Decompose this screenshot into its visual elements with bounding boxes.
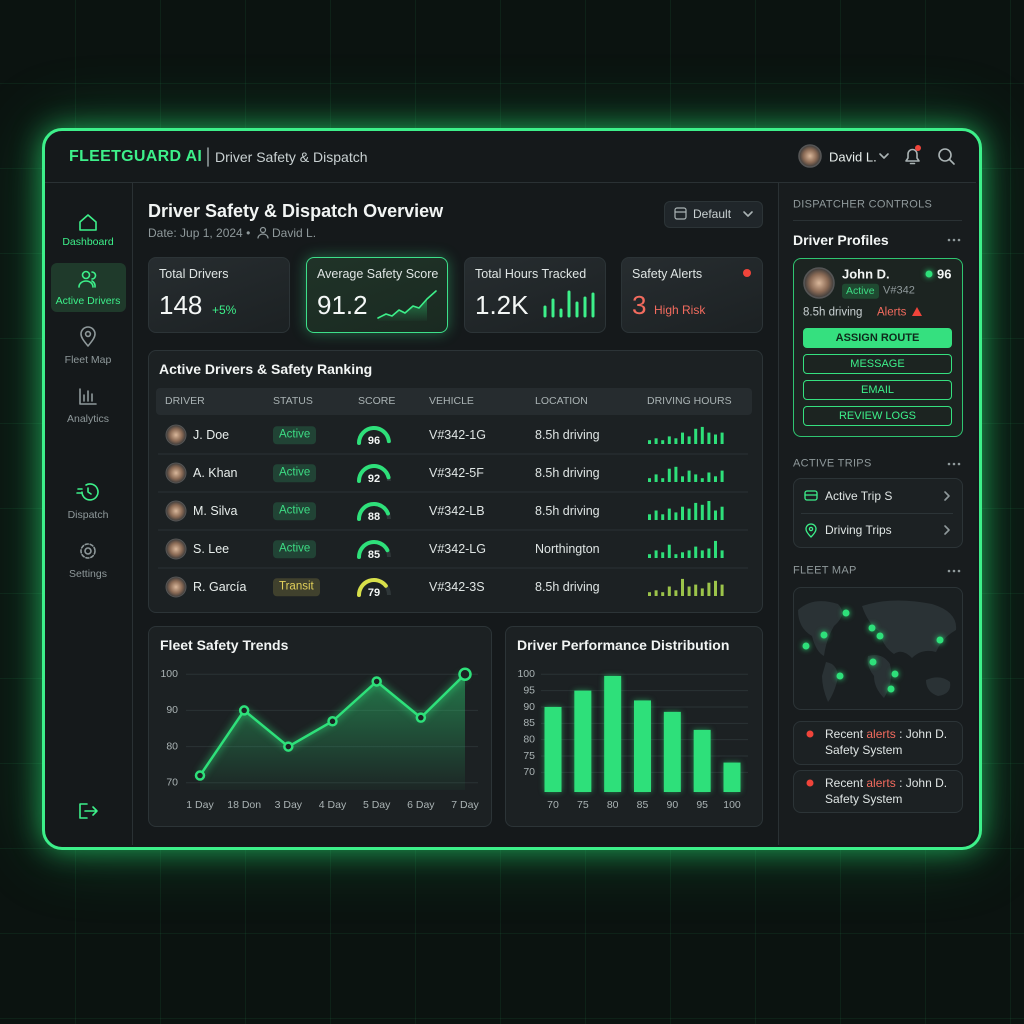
panel-heading: DISPATCHER CONTROLS [793, 198, 933, 211]
nav-item[interactable]: Dashboard [62, 235, 114, 248]
location: Northington [535, 541, 600, 556]
section-title: Driver Profiles [793, 232, 889, 248]
vehicle: V#342-5F [429, 465, 484, 480]
header-subtitle: Driver Safety & Dispatch [215, 149, 368, 165]
driver-name: S. Lee [193, 541, 230, 556]
location: 8.5h driving [535, 465, 600, 480]
alert-line: Recent alerts : John D. [825, 777, 947, 789]
vehicle: V#342-3S [429, 579, 485, 594]
chart-title: Driver Performance Distribution [517, 637, 730, 653]
view-label: Default [693, 207, 732, 221]
alert-detail: Safety System [825, 743, 903, 757]
action-button[interactable]: MESSAGE [803, 354, 952, 374]
author: David L. [272, 226, 317, 240]
divider [801, 513, 953, 514]
alert-detail: Safety System [825, 792, 903, 806]
chart-title: Fleet Safety Trends [160, 637, 289, 653]
sidebar-divider [132, 183, 133, 845]
status-badge: Active [273, 464, 317, 482]
kpi-value: 148 [159, 290, 203, 320]
alert-rest: : John D. [899, 727, 948, 741]
brand: FLEETGUARD AI [69, 148, 203, 165]
location: 8.5h driving [535, 427, 600, 442]
status-badge: Active [273, 426, 317, 444]
table-header: SCORE [358, 394, 396, 407]
table-header: STATUS [273, 394, 313, 407]
kpi-label: Safety Alerts [632, 266, 703, 281]
user-name[interactable]: David L. [829, 149, 877, 165]
status-badge: Active [273, 502, 317, 520]
table-header: LOCATION [535, 394, 588, 407]
alert-tag: alerts [866, 776, 896, 790]
driver-name: A. Khan [193, 465, 238, 480]
divider [793, 220, 962, 221]
panel-heading: ACTIVE TRIPS [793, 457, 872, 470]
nav-item[interactable]: Dispatch [67, 508, 109, 521]
kpi-label: Total Drivers [159, 266, 229, 281]
date: Date: Jup 1, 2024 • [148, 226, 251, 240]
nav-item[interactable]: Settings [69, 567, 107, 580]
status-badge: Active [273, 540, 317, 558]
alert-card[interactable] [793, 721, 963, 765]
vehicle: V#342-LG [429, 541, 486, 556]
profile-vehicle: V#342 [883, 284, 915, 297]
kpi-card [306, 257, 448, 333]
alert-tag: alerts [866, 727, 896, 741]
driver-name: M. Silva [193, 503, 238, 518]
alert-card[interactable] [793, 770, 963, 813]
fleet-map[interactable] [793, 587, 963, 710]
table-title: Active Drivers & Safety Ranking [159, 361, 373, 377]
chart-panel [505, 626, 763, 827]
kpi-card [621, 257, 763, 333]
alert-rest: : John D. [899, 776, 948, 790]
alert-line: Recent alerts : John D. [825, 728, 947, 740]
vehicle: V#342-LB [429, 503, 485, 518]
chart-panel [148, 626, 492, 827]
page-title: Driver Safety & Dispatch Overview [148, 201, 444, 221]
kpi-label: Average Safety Score [317, 266, 439, 281]
table-header-bg [156, 388, 752, 415]
nav-item[interactable]: Analytics [66, 412, 110, 425]
header-divider [45, 182, 976, 183]
vehicle: V#342-1G [429, 427, 486, 442]
kpi-value: 3 [632, 290, 647, 320]
alert-lead: Recent [825, 776, 864, 790]
table-header: VEHICLE [429, 394, 474, 407]
trip-item[interactable]: Driving Trips [825, 523, 892, 537]
driver-name: J. Doe [193, 427, 230, 442]
nav-item[interactable]: Active Drivers [55, 294, 121, 307]
table-header: DRIVER [165, 394, 205, 407]
table-header: DRIVING HOURS [647, 394, 732, 407]
status-badge: Transit [273, 578, 320, 596]
location: 8.5h driving [535, 579, 600, 594]
profile-driving: 8.5h driving [803, 306, 863, 319]
kpi-card [464, 257, 606, 333]
kpi-label: Total Hours Tracked [475, 266, 587, 281]
profile-name: John D. [842, 266, 890, 282]
driver-name: R. García [193, 579, 247, 594]
kpi-value: 1.2K [475, 290, 529, 320]
nav-item[interactable]: Fleet Map [64, 353, 112, 366]
profile-score: 96 [937, 266, 952, 282]
profile-status: Active [842, 283, 879, 299]
panel-heading: FLEET MAP [793, 564, 857, 577]
kpi-note: High Risk [654, 303, 706, 317]
kpi-delta: +5% [212, 303, 237, 317]
kpi-value: 91.2 [317, 290, 368, 320]
alert-lead: Recent [825, 727, 864, 741]
trip-item[interactable]: Active Trip S [825, 489, 893, 503]
action-button[interactable]: ASSIGN ROUTE [803, 328, 952, 348]
action-button[interactable]: REVIEW LOGS [803, 406, 952, 426]
action-button[interactable]: EMAIL [803, 380, 952, 400]
profile-alerts: Alerts [877, 306, 907, 319]
kpi-card [148, 257, 290, 333]
location: 8.5h driving [535, 503, 600, 518]
